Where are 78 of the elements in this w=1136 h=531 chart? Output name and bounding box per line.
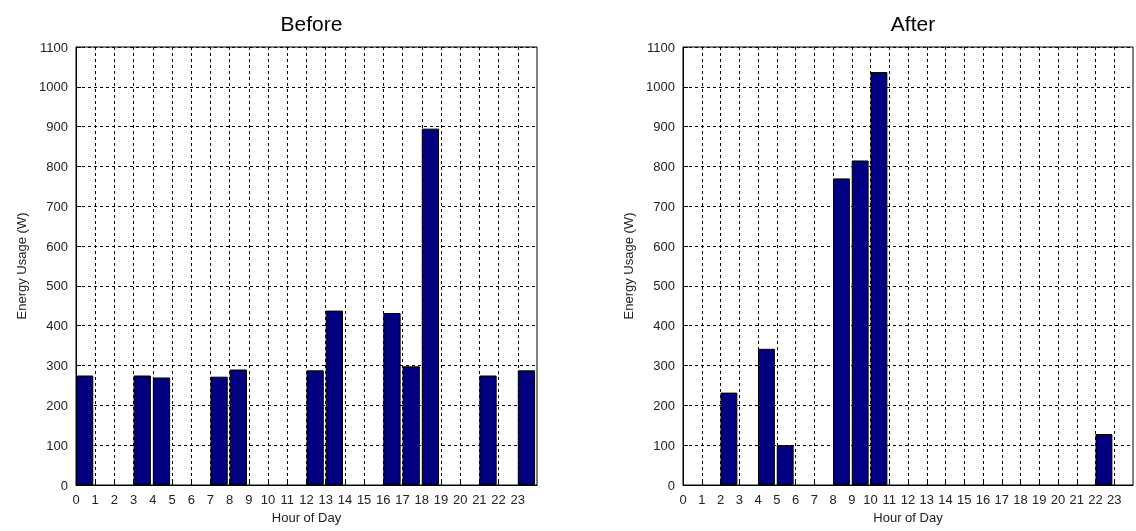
x-tick-label: 4	[754, 492, 762, 507]
x-axis-title: Hour of Day	[873, 509, 944, 525]
x-tick-label: 10	[260, 492, 276, 507]
y-tick-label: 200	[653, 397, 675, 413]
chart-title: Before	[280, 12, 343, 35]
y-tick-label: 1100	[647, 39, 675, 55]
x-tick-label: 2	[110, 492, 119, 507]
x-tick-label: 10	[863, 492, 878, 507]
y-tick-label: 600	[46, 238, 68, 254]
x-tick-label: 5	[168, 492, 176, 507]
x-tick-label: 21	[472, 492, 487, 507]
y-tick-label: 600	[653, 238, 675, 254]
x-tick-label: 0	[679, 492, 687, 507]
x-tick-label: 23	[510, 492, 526, 507]
x-tick-label: 14	[938, 492, 953, 507]
y-tick-label: 300	[46, 358, 68, 374]
x-tick-label: 3	[130, 492, 138, 507]
x-tick-label: 0	[72, 492, 80, 507]
y-tick-label: 1100	[40, 39, 68, 55]
x-tick-label: 9	[848, 492, 856, 507]
x-tick-label: 7	[810, 492, 818, 507]
x-tick-label: 17	[994, 492, 1009, 507]
y-tick-label: 0	[60, 477, 68, 493]
x-tick-label: 16	[376, 492, 391, 507]
x-tick-label: 22	[491, 492, 506, 507]
x-tick-label: 12	[900, 492, 916, 507]
x-tick-label: 15	[356, 492, 372, 507]
y-tick-label: 400	[653, 318, 675, 334]
x-tick-label: 16	[975, 492, 991, 507]
chart-title: After	[890, 12, 936, 35]
x-tick-label: 1	[698, 492, 706, 507]
x-tick-label: 14	[337, 492, 353, 507]
y-tick-label: 700	[653, 198, 675, 214]
y-tick-label: 300	[653, 358, 675, 374]
y-tick-label: 1000	[39, 79, 68, 95]
x-tick-label: 7	[206, 492, 215, 507]
x-tick-label: 11	[280, 492, 295, 507]
x-tick-label: 22	[1088, 492, 1103, 507]
y-tick-label: 0	[667, 477, 675, 493]
x-tick-label: 1	[91, 492, 99, 507]
x-tick-label: 4	[149, 492, 157, 507]
x-tick-label: 19	[433, 492, 449, 507]
x-tick-label: 8	[829, 492, 837, 507]
x-tick-label: 23	[1107, 492, 1122, 507]
y-tick-label: 100	[653, 437, 675, 453]
y-axis-title: Energy Usage (W)	[621, 212, 637, 320]
x-tick-label: 18	[414, 492, 429, 507]
x-tick-label: 5	[773, 492, 781, 507]
y-tick-label: 100	[46, 437, 68, 453]
x-tick-label: 20	[1050, 492, 1066, 507]
x-tick-label: 20	[452, 492, 468, 507]
y-tick-label: 400	[46, 318, 68, 334]
x-tick-label: 12	[299, 492, 314, 507]
x-tick-label: 13	[919, 492, 934, 507]
x-tick-label: 6	[187, 492, 195, 507]
y-tick-label: 1000	[646, 79, 675, 95]
x-tick-label: 17	[395, 492, 410, 507]
y-tick-label: 800	[653, 158, 675, 174]
x-tick-label: 13	[318, 492, 333, 507]
x-tick-label: 8	[226, 492, 234, 507]
x-tick-label: 3	[735, 492, 743, 507]
x-tick-label: 11	[882, 492, 896, 507]
x-tick-label: 21	[1069, 492, 1084, 507]
y-tick-label: 800	[46, 158, 68, 174]
y-tick-label: 900	[653, 119, 675, 135]
y-tick-label: 200	[46, 397, 68, 413]
x-tick-label: 15	[957, 492, 972, 507]
x-tick-label: 19	[1032, 492, 1047, 507]
x-tick-label: 2	[716, 492, 725, 507]
y-tick-label: 900	[46, 119, 68, 135]
y-tick-label: 500	[46, 278, 68, 294]
x-tick-label: 6	[791, 492, 800, 507]
y-tick-label: 500	[653, 278, 675, 294]
x-tick-label: 9	[245, 492, 253, 507]
x-axis-title: Hour of Day	[271, 509, 342, 525]
y-axis-title: Energy Usage (W)	[14, 212, 30, 320]
x-tick-label: 18	[1013, 492, 1028, 507]
y-tick-label: 700	[46, 198, 68, 214]
